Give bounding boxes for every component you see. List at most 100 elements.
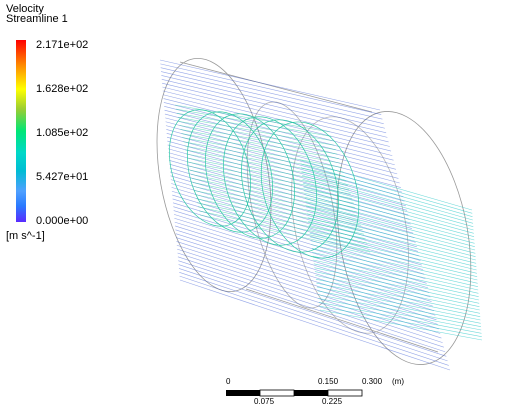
streamline [179,271,448,362]
streamline [316,286,481,321]
streamline [304,190,475,237]
streamline [178,121,336,151]
streamline [300,163,473,214]
streamline [181,133,341,164]
streamline [179,279,451,371]
streamline [159,59,381,111]
streamline [302,182,474,231]
streamline [184,145,345,177]
streamline [176,244,440,330]
legend-title: Velocity [6,3,44,15]
streamline [309,228,477,271]
streamline [199,210,369,248]
streamline [179,125,338,155]
streamline [319,305,482,337]
streamline [310,236,478,277]
streamline [315,278,481,314]
streamline [160,71,384,124]
legend-tick-3: 1.085e+02 [36,127,89,139]
streamline [161,75,385,129]
streamline [317,290,481,324]
legend-tick-2: 1.628e+02 [36,83,89,95]
cylinder-outline [156,58,472,365]
legend-units: [m s^-1] [6,230,45,242]
streamline [162,90,390,147]
streamline [175,233,436,316]
streamline [313,263,479,301]
streamline [172,202,426,280]
streamline [187,161,351,195]
streamline [302,178,474,227]
streamline [192,182,359,217]
streamline [160,67,383,120]
streamline [307,213,476,257]
scale-bar: 0 0.150 0.300 (m) 0.075 0.225 [222,378,511,408]
streamline [183,141,344,173]
streamline [179,275,449,366]
streamlines [159,59,483,371]
streamline [305,198,475,244]
legend-tick-max: 2.171e+02 [36,39,89,51]
streamline [180,129,339,159]
streamline [173,210,428,289]
legend-tick-min: 0.000e+00 [36,215,89,227]
swirl-region [169,109,360,259]
scale-label-300: 0.300 [362,377,383,386]
streamline [196,198,365,235]
streamline [173,214,430,293]
streamline [178,260,444,348]
streamline [175,108,332,137]
streamline [301,171,473,221]
streamline [185,149,347,182]
streamline [301,175,474,224]
velocity-colorbar [16,40,26,222]
streamline [306,205,476,251]
streamline [319,309,483,341]
streamline [314,267,480,304]
streamline [318,302,482,334]
streamline [309,232,477,274]
streamline [300,167,473,217]
streamline [177,248,441,334]
streamline [198,206,368,244]
streamline [175,229,435,311]
streamline [195,194,363,231]
streamline [305,202,475,247]
streamline [316,282,481,317]
streamline [307,217,476,261]
streamline [299,159,473,211]
scale-label-225: 0.225 [322,397,343,406]
velocity-legend: Velocity Streamline 1 2.171e+02 1.628e+0… [0,0,160,260]
streamline [313,259,479,297]
streamline [193,186,360,222]
streamline [191,178,357,213]
streamline [312,255,479,294]
streamline [188,165,353,199]
streamline [182,137,342,168]
legend-subtitle: Streamline 1 [6,13,68,25]
streamline [197,202,366,239]
streamline [176,241,438,325]
streamline [176,112,334,142]
streamline [174,221,432,302]
streamline [194,190,362,226]
streamline [178,264,446,353]
streamline [311,244,478,284]
scale-label-0: 0 [226,377,231,386]
scale-label-150: 0.150 [318,377,339,386]
streamline [189,169,354,204]
streamline [318,298,482,331]
streamline [162,86,389,143]
streamline [174,225,433,307]
streamline [177,256,443,343]
streamline [315,275,480,311]
streamline [304,194,475,241]
streamline [186,153,348,186]
streamline [162,82,388,138]
streamline [310,240,478,281]
streamline [178,268,447,357]
streamline [177,116,335,146]
streamline [317,294,482,327]
streamline [161,79,387,134]
